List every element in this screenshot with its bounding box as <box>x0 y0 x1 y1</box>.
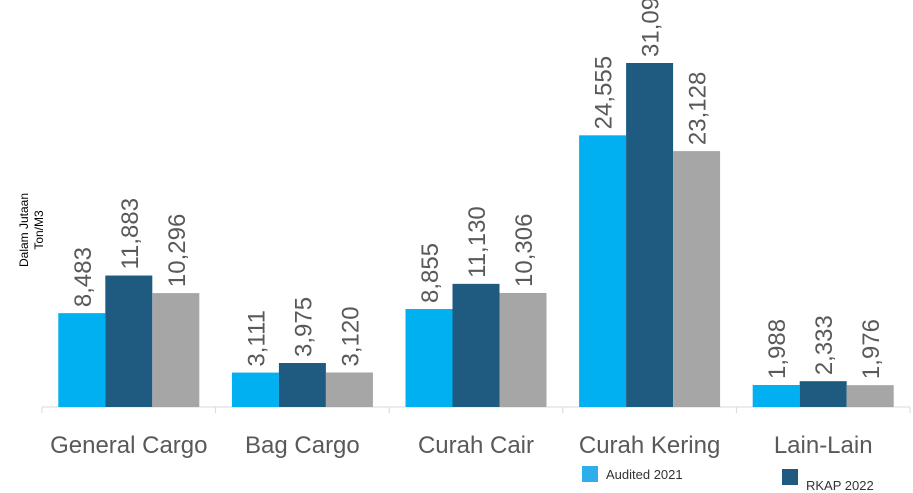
bar-curah-cair-series-3 <box>499 292 547 407</box>
x-tick-label-bag-cargo: Bag Cargo <box>245 432 360 459</box>
bar-curah-kering-series-1 <box>579 135 627 408</box>
legend-label-audited-2021: Audited 2021 <box>606 466 683 482</box>
bar-bag-cargo-series-3 <box>325 372 373 407</box>
x-tick-label-curah-cair: Curah Cair <box>418 432 534 459</box>
bar-curah-cair-series-1 <box>405 309 453 407</box>
data-label-curah-cair-series-2: 11,130 <box>464 206 491 278</box>
data-label-curah-kering-series-3: 23,128 <box>685 72 712 145</box>
legend-swatch-audited-2021 <box>582 466 598 482</box>
x-tick-label-lain-lain: Lain-Lain <box>774 432 873 459</box>
data-label-bag-cargo-series-1: 3,111 <box>243 310 270 367</box>
data-label-lain-lain-series-2: 2,333 <box>811 315 838 375</box>
data-label-curah-cair-series-3: 10,306 <box>511 214 538 287</box>
bar-lain-lain-series-3 <box>846 385 894 407</box>
data-label-curah-kering-series-2: 31,091 <box>638 0 665 57</box>
bar-general-cargo-series-2 <box>105 275 153 407</box>
bar-general-cargo-series-1 <box>58 313 106 407</box>
bar-curah-cair-series-2 <box>452 283 500 407</box>
bar-curah-kering-series-3 <box>673 151 721 407</box>
data-label-general-cargo-series-1: 8,483 <box>70 247 97 307</box>
data-label-bag-cargo-series-2: 3,975 <box>290 297 317 357</box>
data-label-lain-lain-series-3: 1,976 <box>858 319 885 379</box>
legend-item-audited-2021: Audited 2021 <box>582 466 683 482</box>
data-label-bag-cargo-series-3: 3,120 <box>337 306 364 366</box>
y-axis-label: Dalam Jutaan Ton/M3 <box>17 193 46 267</box>
bar-bag-cargo-series-2 <box>278 363 326 407</box>
bar-curah-kering-series-2 <box>626 63 674 407</box>
bar-bag-cargo-series-1 <box>231 372 279 407</box>
y-axis-label-line-2: Ton/M3 <box>32 210 46 250</box>
data-label-general-cargo-series-2: 11,883 <box>117 198 144 270</box>
bar-general-cargo-series-3 <box>152 293 200 407</box>
data-label-lain-lain-series-1: 1,988 <box>764 319 791 379</box>
legend-label-rkap-2022: RKAP 2022 <box>806 478 874 493</box>
legend-swatch-rkap-2022 <box>782 468 798 485</box>
bar-lain-lain-series-2 <box>799 381 847 407</box>
x-tick-label-general-cargo: General Cargo <box>50 432 207 459</box>
bar-lain-lain-series-1 <box>752 385 800 407</box>
data-label-curah-kering-series-1: 24,555 <box>591 56 618 129</box>
data-label-curah-cair-series-1: 8,855 <box>417 243 444 303</box>
data-label-general-cargo-series-3: 10,296 <box>164 214 191 287</box>
y-axis-label-line-1: Dalam Jutaan <box>17 193 31 267</box>
x-tick-label-curah-kering: Curah Kering <box>579 432 720 459</box>
legend-item-rkap-2022: RKAP 2022 <box>782 466 874 493</box>
